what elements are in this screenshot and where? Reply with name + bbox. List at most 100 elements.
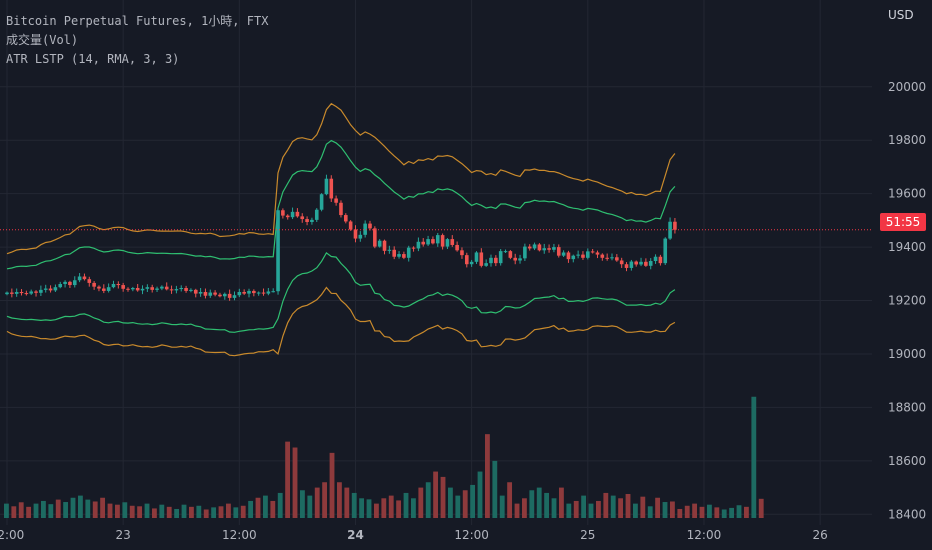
candle-body <box>484 263 488 266</box>
volume-bar <box>285 441 291 518</box>
candle-body <box>532 244 537 249</box>
candle-body <box>276 210 280 292</box>
candle-body <box>547 248 551 250</box>
candle-body <box>348 221 353 230</box>
candle-body <box>431 239 435 244</box>
volume-bar <box>603 492 609 518</box>
candle-body <box>174 289 179 291</box>
candle-body <box>416 241 421 249</box>
volume-bar <box>100 497 106 518</box>
candle-body <box>150 287 154 290</box>
volume-bar <box>440 476 446 518</box>
y-tick-label: 18800 <box>888 400 926 414</box>
volume-bar <box>662 502 668 518</box>
volume-bar <box>181 504 187 518</box>
candle-body <box>387 249 392 251</box>
volume-bar <box>536 487 542 518</box>
legend-volume[interactable]: 成交量(Vol) <box>6 33 79 47</box>
volume-bar <box>41 500 46 518</box>
candle-body <box>668 221 672 239</box>
volume-bar <box>729 507 735 518</box>
volume-bar <box>573 500 579 518</box>
candle-body <box>610 257 614 259</box>
volume-bar <box>596 500 601 518</box>
candle-body <box>615 257 619 261</box>
candle-body <box>639 261 643 265</box>
candle-body <box>34 291 38 293</box>
candle-body <box>595 252 600 255</box>
atr-band-lower-outer <box>6 286 676 357</box>
candle-body <box>363 223 367 235</box>
candle-body <box>411 247 416 249</box>
candle-body <box>77 276 82 281</box>
volume-bar <box>758 498 764 518</box>
volume-bar <box>63 502 69 518</box>
volume-bar <box>263 495 268 518</box>
volume-bar <box>633 503 638 518</box>
candle-body <box>305 219 309 222</box>
volume-bar <box>218 506 224 518</box>
atr-band-upper-inner <box>6 139 676 270</box>
candle-body <box>392 249 396 257</box>
candle-body <box>571 255 576 260</box>
volume-bar <box>26 506 32 518</box>
volume-bar <box>388 495 394 518</box>
candle-body <box>82 276 87 280</box>
candle-body <box>155 288 159 290</box>
candle-body <box>19 292 24 294</box>
volume-bar <box>248 500 254 518</box>
candle-body <box>208 292 213 296</box>
y-tick-label: 19400 <box>888 240 926 254</box>
volume-bar <box>166 506 172 518</box>
volume-bar <box>744 506 749 518</box>
volume-bar <box>411 498 416 518</box>
volume-bar <box>270 500 276 518</box>
candle-body <box>285 215 290 218</box>
volume-bar <box>655 497 661 518</box>
candle-body <box>116 283 121 286</box>
volume-bar <box>189 506 194 518</box>
volume-bar <box>48 504 54 518</box>
volume-bar <box>751 396 757 518</box>
candle-body <box>586 251 590 258</box>
volume-bar <box>374 503 379 518</box>
candle-body <box>344 215 348 222</box>
volume-bar <box>78 495 83 518</box>
volume-bar <box>647 506 653 518</box>
volume-bar <box>159 504 165 518</box>
candle-body <box>314 209 319 220</box>
volume-bar <box>522 498 527 518</box>
candle-body <box>440 235 445 247</box>
candle-body <box>72 280 77 286</box>
candle-body <box>160 286 164 289</box>
candle-body <box>295 211 300 217</box>
candle-body <box>218 294 222 297</box>
axis-currency-label[interactable]: USD <box>888 8 914 22</box>
legend-symbol[interactable]: Bitcoin Perpetual Futures, 1小時, FTX <box>6 14 269 28</box>
candle-body <box>145 287 150 289</box>
volume-bar <box>551 498 557 518</box>
candle-body <box>673 221 677 230</box>
legend-indicator[interactable]: ATR LSTP (14, RMA, 3, 3) <box>6 52 180 66</box>
volume-bar <box>70 497 76 518</box>
volume-bar <box>366 499 372 518</box>
candle-body <box>310 219 314 222</box>
atr-band-lower-inner <box>6 252 676 333</box>
candle-body <box>135 287 140 291</box>
volume-bar <box>292 447 298 518</box>
candle-body <box>184 287 188 291</box>
candle-body <box>111 283 116 288</box>
x-tick-label: 12:00 <box>454 528 489 542</box>
candle-body <box>605 257 609 259</box>
volume-bar <box>692 503 698 518</box>
candle-body <box>421 241 426 245</box>
volume-bar <box>314 487 320 518</box>
candle-body <box>629 261 634 268</box>
volume-bar <box>277 492 283 518</box>
candle-body <box>247 290 251 294</box>
volume-bar <box>448 487 453 518</box>
y-tick-label: 19000 <box>888 347 926 361</box>
volume-bar <box>485 434 490 518</box>
